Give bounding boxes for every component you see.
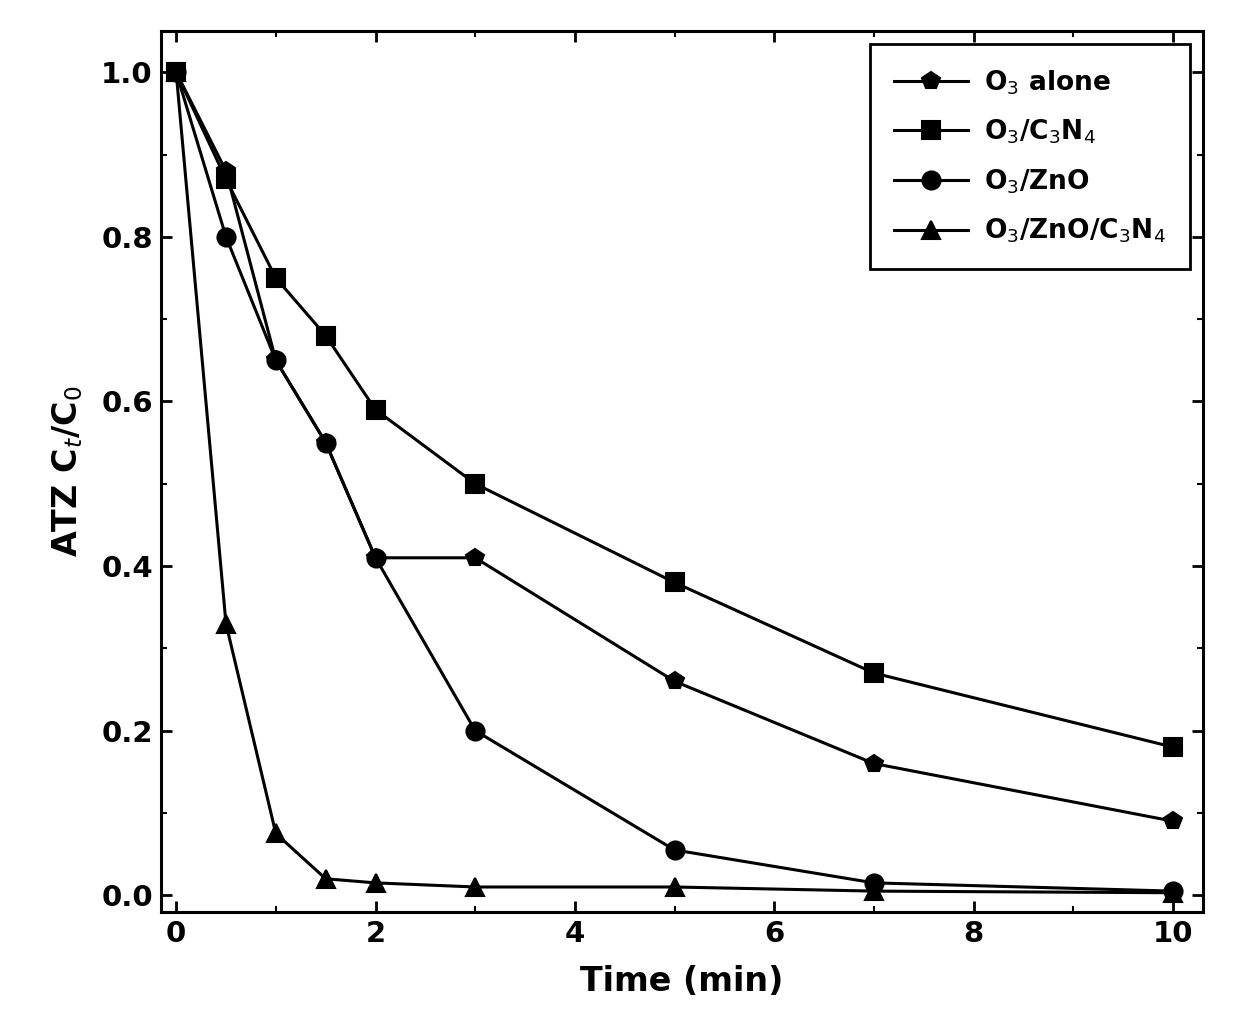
O$_3$/C$_3$N$_4$	[667, 576, 682, 588]
O$_3$/ZnO/C$_3$N$_4$	[867, 885, 882, 897]
O$_3$/ZnO	[667, 843, 682, 856]
X-axis label: Time (min): Time (min)	[580, 965, 784, 998]
Legend: O$_3$ alone, O$_3$/C$_3$N$_4$, O$_3$/ZnO, O$_3$/ZnO/C$_3$N$_4$: O$_3$ alone, O$_3$/C$_3$N$_4$, O$_3$/ZnO…	[870, 45, 1189, 269]
O$_3$ alone	[218, 165, 233, 177]
O$_3$/C$_3$N$_4$	[218, 173, 233, 185]
O$_3$ alone	[467, 551, 482, 564]
O$_3$/ZnO/C$_3$N$_4$	[218, 617, 233, 630]
Line: O$_3$/C$_3$N$_4$: O$_3$/C$_3$N$_4$	[167, 63, 1182, 756]
O$_3$ alone	[1166, 815, 1180, 828]
O$_3$/ZnO	[368, 551, 383, 564]
O$_3$/ZnO/C$_3$N$_4$	[268, 828, 283, 840]
O$_3$ alone	[368, 551, 383, 564]
O$_3$/ZnO/C$_3$N$_4$	[667, 881, 682, 893]
O$_3$/C$_3$N$_4$	[368, 403, 383, 415]
O$_3$ alone	[667, 675, 682, 688]
Line: O$_3$/ZnO/C$_3$N$_4$: O$_3$/ZnO/C$_3$N$_4$	[167, 63, 1182, 901]
O$_3$/ZnO	[268, 354, 283, 367]
O$_3$/ZnO	[1166, 885, 1180, 897]
Y-axis label: ATZ C$_t$/C$_0$: ATZ C$_t$/C$_0$	[50, 385, 84, 557]
O$_3$ alone	[169, 66, 184, 79]
O$_3$/ZnO/C$_3$N$_4$	[368, 876, 383, 889]
Line: O$_3$/ZnO: O$_3$/ZnO	[167, 63, 1182, 900]
O$_3$/ZnO	[867, 876, 882, 889]
O$_3$/C$_3$N$_4$	[867, 667, 882, 680]
O$_3$/ZnO	[218, 231, 233, 243]
O$_3$/C$_3$N$_4$	[1166, 741, 1180, 753]
O$_3$/ZnO/C$_3$N$_4$	[467, 881, 482, 893]
O$_3$ alone	[867, 757, 882, 770]
O$_3$ alone	[319, 436, 334, 449]
O$_3$/C$_3$N$_4$	[268, 271, 283, 284]
O$_3$/ZnO	[467, 724, 482, 737]
Line: O$_3$ alone: O$_3$ alone	[167, 63, 1182, 830]
O$_3$/ZnO	[169, 66, 184, 79]
O$_3$/ZnO	[319, 436, 334, 449]
O$_3$/C$_3$N$_4$	[467, 478, 482, 490]
O$_3$/ZnO/C$_3$N$_4$	[319, 872, 334, 885]
O$_3$/ZnO/C$_3$N$_4$	[1166, 887, 1180, 899]
O$_3$/C$_3$N$_4$	[319, 329, 334, 342]
O$_3$/ZnO/C$_3$N$_4$	[169, 66, 184, 79]
O$_3$ alone	[268, 354, 283, 367]
O$_3$/C$_3$N$_4$	[169, 66, 184, 79]
